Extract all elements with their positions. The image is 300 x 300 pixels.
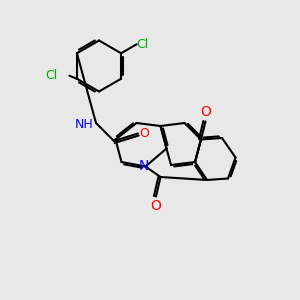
Text: Cl: Cl (137, 38, 149, 51)
Text: O: O (140, 127, 149, 140)
Text: O: O (151, 200, 161, 214)
Text: O: O (200, 104, 211, 118)
Text: NH: NH (74, 118, 93, 131)
Text: Cl: Cl (45, 69, 57, 82)
Text: N: N (139, 160, 149, 173)
